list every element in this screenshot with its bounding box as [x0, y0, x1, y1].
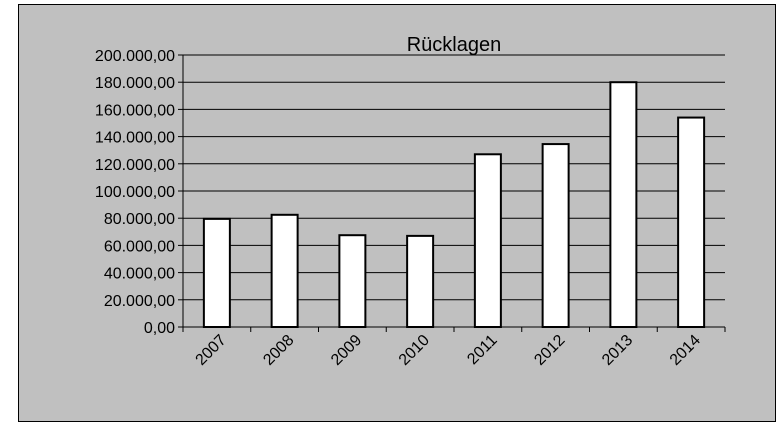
- x-tick-label-2014: 2014: [667, 332, 704, 369]
- y-tick-label-3: 60.000,00: [104, 238, 175, 255]
- bar-2014: [677, 116, 706, 328]
- bar-2011: [473, 153, 502, 328]
- y-tick-label-10: 200.000,00: [95, 48, 175, 65]
- y-axis-labels: 0,00 20.000,00 40.000,00 60.000,00 80.000,00…: [95, 48, 175, 337]
- x-tick-label-2008: 2008: [260, 332, 297, 369]
- bar-2013: [609, 81, 638, 328]
- y-tick-label-2: 40.000,00: [104, 266, 175, 283]
- y-tick-label-0: 0,00: [144, 320, 175, 337]
- bar-2010: [406, 234, 435, 329]
- y-tick-label-8: 160.000,00: [95, 102, 175, 119]
- x-axis-labels: 2007 2008 2009 2010 2011 2012 2013 2014: [193, 332, 705, 369]
- chart-area: Rücklagen 0,00 20.000,00 40.000,00 60.000,0…: [18, 4, 776, 422]
- y-tick-label-4: 80.000,00: [104, 211, 175, 228]
- x-tick-label-2012: 2012: [531, 332, 568, 369]
- bar-2012: [541, 143, 570, 328]
- x-tick-label-2013: 2013: [599, 332, 636, 369]
- x-tick-label-2010: 2010: [396, 332, 433, 369]
- chart-title: Rücklagen: [407, 34, 502, 56]
- bar-2007: [202, 217, 231, 329]
- y-tick-label-7: 140.000,00: [95, 130, 175, 147]
- y-tick-label-6: 120.000,00: [95, 157, 175, 174]
- bar-chart: Rücklagen 0,00 20.000,00 40.000,00 60.000,0…: [95, 34, 726, 369]
- gridlines: [183, 54, 725, 301]
- bar-2008: [270, 213, 299, 328]
- axes: [178, 54, 726, 332]
- x-tick-label-2007: 2007: [193, 332, 230, 369]
- bar-2009: [338, 234, 367, 328]
- bars: [202, 81, 706, 329]
- x-tick-label-2009: 2009: [328, 332, 365, 369]
- y-tick-label-5: 100.000,00: [95, 184, 175, 201]
- y-tick-label-9: 180.000,00: [95, 75, 175, 92]
- y-tick-label-1: 20.000,00: [104, 293, 175, 310]
- x-tick-label-2011: 2011: [464, 332, 500, 368]
